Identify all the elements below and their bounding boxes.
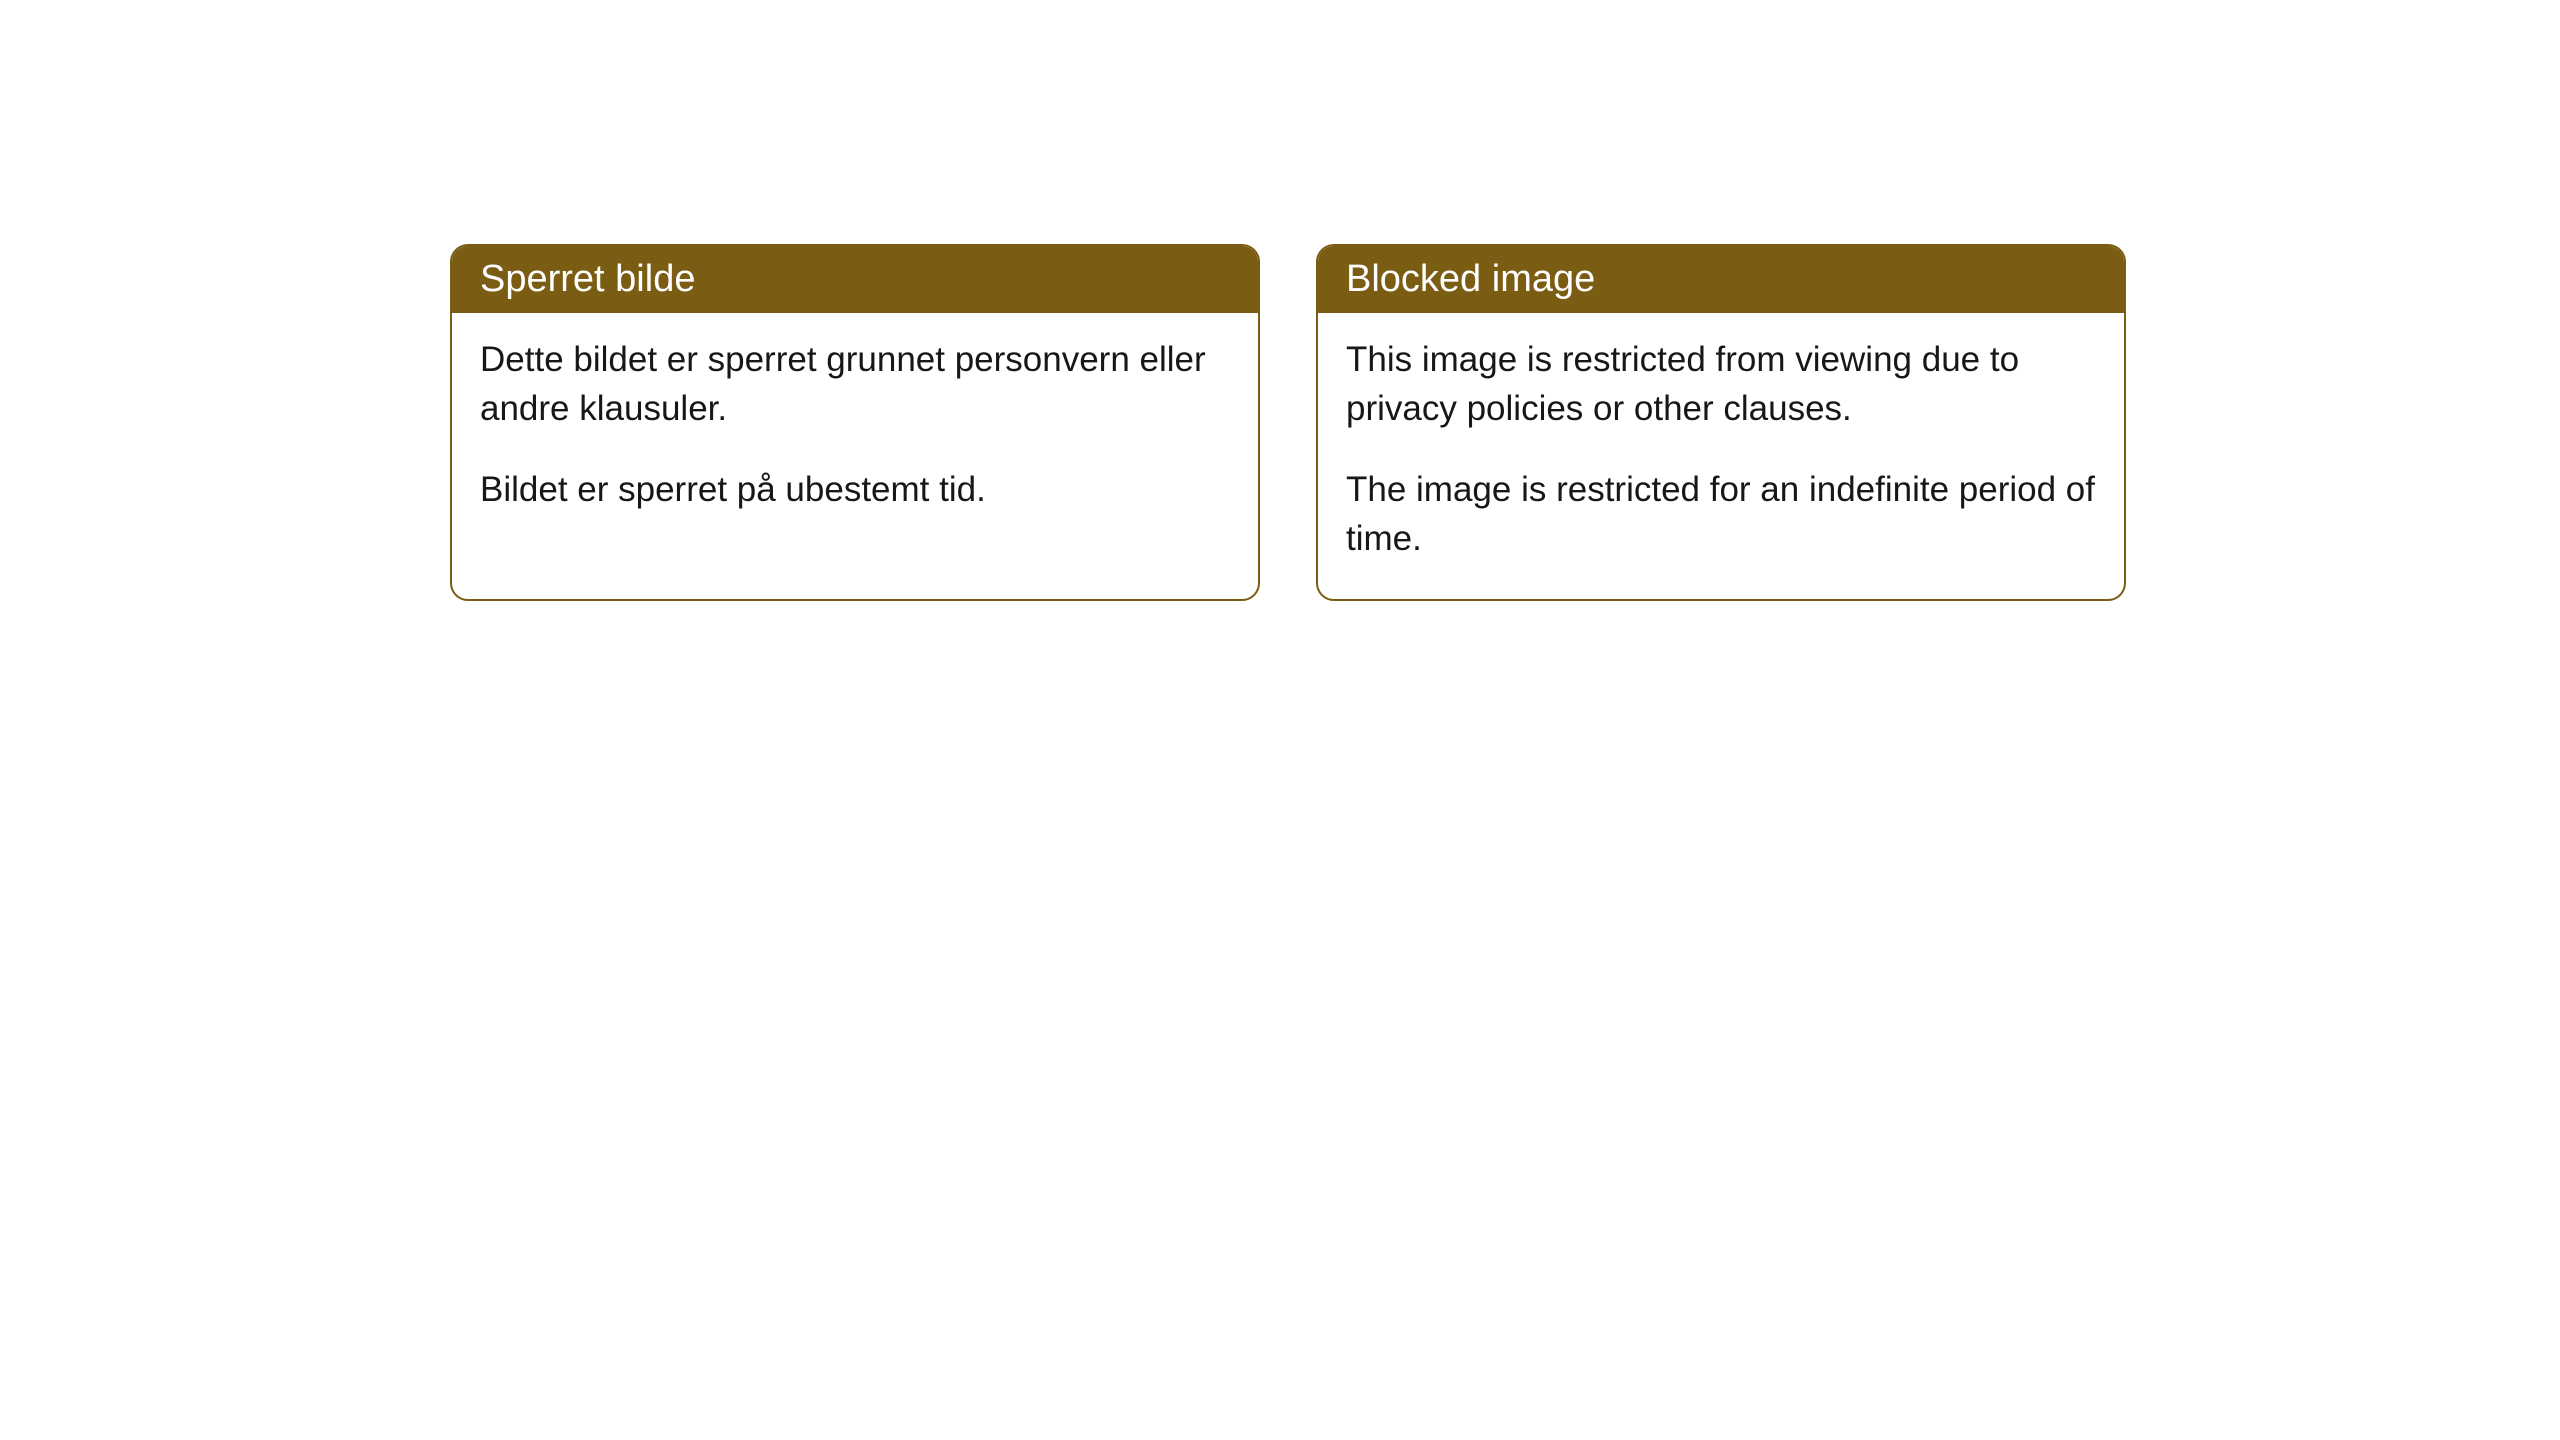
card-text-english-1: This image is restricted from viewing du… — [1346, 335, 2096, 433]
card-text-english-2: The image is restricted for an indefinit… — [1346, 465, 2096, 563]
blocked-image-card-norwegian: Sperret bilde Dette bildet er sperret gr… — [450, 244, 1260, 601]
card-title-norwegian: Sperret bilde — [480, 258, 695, 300]
card-body-norwegian: Dette bildet er sperret grunnet personve… — [452, 313, 1258, 550]
blocked-image-card-english: Blocked image This image is restricted f… — [1316, 244, 2126, 601]
card-header-norwegian: Sperret bilde — [452, 246, 1258, 313]
card-body-english: This image is restricted from viewing du… — [1318, 313, 2124, 599]
card-text-norwegian-2: Bildet er sperret på ubestemt tid. — [480, 465, 1230, 514]
card-text-norwegian-1: Dette bildet er sperret grunnet personve… — [480, 335, 1230, 433]
card-header-english: Blocked image — [1318, 246, 2124, 313]
card-title-english: Blocked image — [1346, 258, 1595, 300]
notice-cards-container: Sperret bilde Dette bildet er sperret gr… — [450, 244, 2126, 601]
